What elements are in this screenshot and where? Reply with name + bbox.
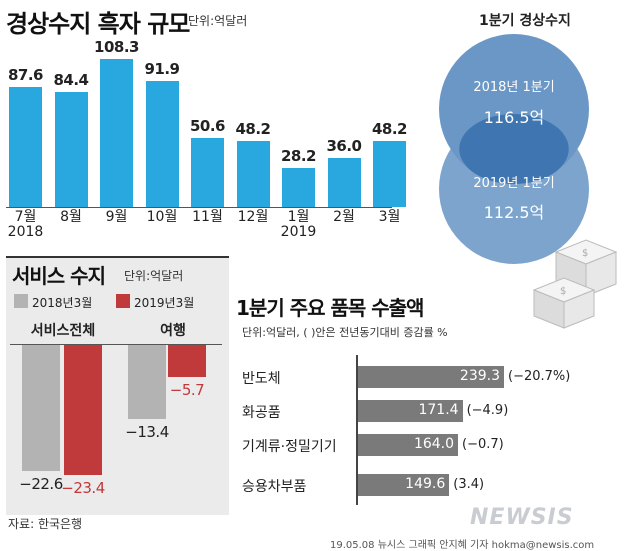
x-tick-9월: 9월 [105, 209, 128, 225]
exports-subtitle: 단위:억달러, ( )안은 전년동기대비 증감률 % [242, 326, 448, 339]
services-value-2018년3월-여행: −13.4 [125, 423, 169, 442]
x-tick-3월: 3월 [378, 209, 401, 225]
services-value-2019년3월-서비스전체: −23.4 [61, 479, 105, 497]
x-tick-2월: 2월 [333, 209, 355, 225]
quarter-compare-title: 1분기 경상수지 [479, 13, 571, 29]
exports-axis-line [356, 355, 358, 505]
exports-value-3: 149.6 [405, 476, 446, 492]
exports-change-1: (−4.9) [466, 403, 509, 418]
exports-bar-0 [358, 366, 504, 388]
newsis-logo: NEWSIS [470, 505, 574, 530]
circle-2019q1-value: 112.5억 [483, 203, 545, 222]
bar-1월 [282, 168, 315, 207]
services-category-total: 서비스전체 [30, 323, 96, 339]
circle-2018q1-value: 116.5억 [483, 108, 545, 127]
bar-value-9월: 108.3 [94, 38, 139, 56]
bar-value-3월: 48.2 [371, 120, 408, 139]
exports-category-3: 승용차부품 [242, 479, 307, 495]
legend-swatch-2019 [116, 294, 130, 308]
year-label-2019: 2019 [280, 224, 317, 240]
services-category-travel: 여행 [160, 323, 186, 339]
services-value-2018년3월-서비스전체: −22.6 [19, 474, 63, 493]
bar-11월 [191, 137, 224, 207]
exports-change-2: (−0.7) [462, 437, 504, 452]
current-account-unit: 단위:억달러 [188, 14, 248, 28]
source-note: 자료: 한국은행 [8, 517, 83, 531]
services-title: 서비스 수지 [12, 264, 106, 288]
services-bar-2018년3월-서비스전체 [22, 345, 60, 471]
circle-2019q1-label: 2019년 1분기 [473, 176, 555, 191]
legend-label-2019: 2019년3월 [134, 296, 195, 310]
exports-title: 1분기 주요 품목 수출액 [236, 296, 424, 320]
exports-bar-2 [358, 434, 459, 456]
bar-value-12월: 48.2 [235, 120, 271, 139]
services-baseline [10, 344, 222, 345]
graphic-credit: 19.05.08 뉴시스 그래픽 안지혜 기자 hokma@newsis.com [330, 540, 595, 551]
bar-10월 [145, 81, 179, 207]
current-account-baseline [6, 207, 392, 208]
bar-value-2월: 36.0 [326, 136, 362, 155]
money-boxes-icon: $ $ [532, 239, 618, 329]
circle-2018q1-label: 2018년 1분기 [473, 80, 555, 95]
legend-label-2018: 2018년3월 [32, 296, 93, 310]
bar-12월 [236, 141, 270, 207]
exports-category-0: 반도체 [242, 371, 281, 387]
exports-category-2: 기계류·정밀기기 [242, 439, 337, 455]
x-tick-8월: 8월 [60, 209, 82, 225]
x-tick-11월: 11월 [192, 209, 223, 225]
svg-text:$: $ [560, 286, 566, 297]
bar-2월 [327, 157, 361, 207]
exports-bar-1 [358, 400, 463, 422]
current-account-title: 경상수지 흑자 규모 [6, 10, 190, 38]
exports-change-0: (−20.7%) [508, 369, 571, 384]
x-tick-1월: 1월 [287, 209, 310, 225]
x-tick-10월: 10월 [146, 209, 178, 225]
services-value-2019년3월-여행: −5.7 [169, 380, 205, 399]
exports-bar-3 [358, 474, 450, 496]
svg-text:$: $ [582, 248, 588, 259]
bar-value-10월: 91.9 [144, 60, 180, 79]
x-tick-12월: 12월 [237, 209, 269, 225]
exports-change-3: (3.4) [453, 477, 485, 492]
services-bar-2019년3월-서비스전체 [64, 345, 102, 475]
bar-value-11월: 50.6 [189, 116, 226, 135]
bar-9월 [100, 59, 133, 207]
bar-value-7월: 87.6 [7, 66, 44, 85]
bar-7월 [9, 87, 42, 207]
exports-value-0: 239.3 [459, 368, 500, 384]
bar-value-1월: 28.2 [280, 147, 317, 166]
x-tick-7월: 7월 [14, 209, 37, 225]
bar-value-8월: 84.4 [53, 70, 89, 89]
exports-value-2: 164.0 [413, 436, 455, 452]
services-bar-2018년3월-여행 [128, 345, 166, 420]
bar-8월 [54, 91, 88, 207]
services-bar-2019년3월-여행 [168, 345, 206, 377]
exports-value-1: 171.4 [418, 402, 459, 418]
legend-swatch-2018 [14, 294, 28, 308]
bar-3월 [373, 141, 406, 207]
services-unit: 단위:억달러 [124, 269, 184, 283]
circle-overlap [459, 114, 569, 184]
exports-category-1: 화공품 [242, 405, 281, 421]
year-label-2018: 2018 [7, 224, 44, 240]
